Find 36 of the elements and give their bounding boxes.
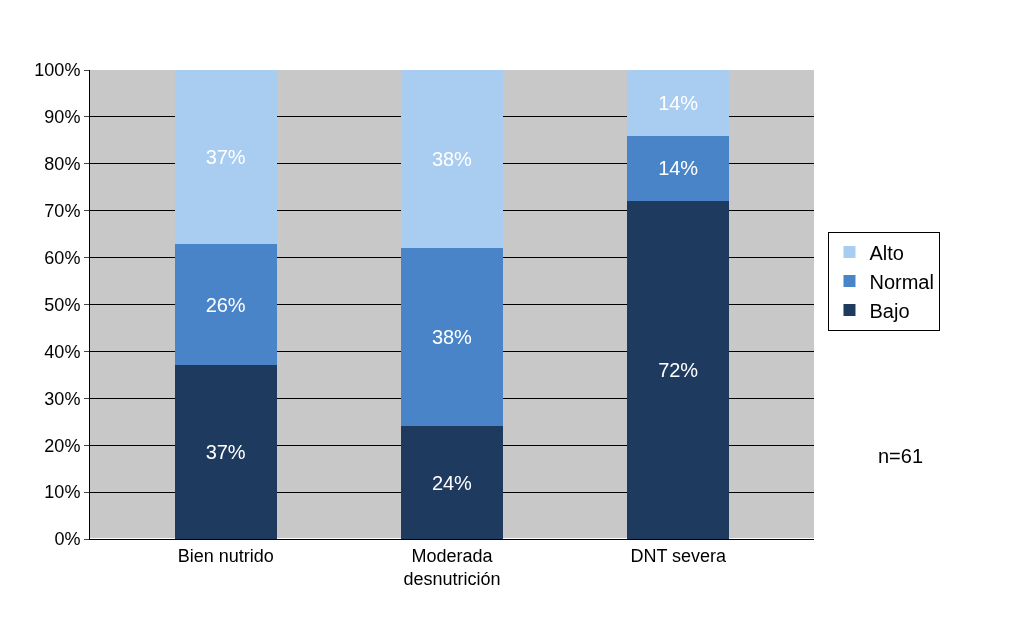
bar bbox=[174, 70, 277, 244]
bar bbox=[627, 135, 730, 202]
x-tick-label: Bien nutrido bbox=[177, 545, 274, 566]
y-tick-label: 80% bbox=[44, 154, 81, 175]
data-label: 26% bbox=[205, 293, 246, 316]
y-tick-label: 0% bbox=[54, 529, 81, 550]
bar bbox=[401, 426, 503, 539]
bar bbox=[627, 201, 730, 539]
x-tick-label: Moderada desnutrición bbox=[403, 545, 501, 589]
y-tick-label: 70% bbox=[44, 201, 81, 221]
bar bbox=[401, 248, 503, 427]
y-tick-label: 40% bbox=[44, 341, 81, 362]
y-tick-label: 90% bbox=[44, 107, 81, 128]
y-tick-label: 100% bbox=[34, 60, 81, 81]
y-tick-label: 50% bbox=[44, 294, 81, 315]
bar bbox=[627, 70, 730, 136]
legend-label: Bajo bbox=[869, 299, 910, 322]
x-tick-label: DNT severa bbox=[630, 545, 728, 566]
data-label: 37% bbox=[205, 145, 246, 168]
data-label: 38% bbox=[431, 148, 473, 171]
text: n=61 bbox=[878, 445, 924, 467]
bar bbox=[174, 365, 277, 539]
data-label: 24% bbox=[431, 471, 473, 494]
bar bbox=[174, 243, 277, 366]
y-tick-label: 10% bbox=[44, 482, 81, 503]
y-tick-label: 20% bbox=[44, 435, 81, 456]
y-tick-label: 60% bbox=[44, 247, 81, 268]
data-label: 14% bbox=[658, 157, 699, 180]
data-label: 14% bbox=[658, 91, 699, 114]
legend-label: Alto bbox=[869, 241, 904, 264]
y-tick-label: 30% bbox=[44, 388, 81, 409]
data-label: 72% bbox=[658, 359, 699, 382]
data-label: 38% bbox=[431, 326, 473, 349]
legend-label: Normal bbox=[869, 270, 934, 293]
bar bbox=[401, 70, 503, 249]
data-label: 37% bbox=[205, 441, 246, 464]
